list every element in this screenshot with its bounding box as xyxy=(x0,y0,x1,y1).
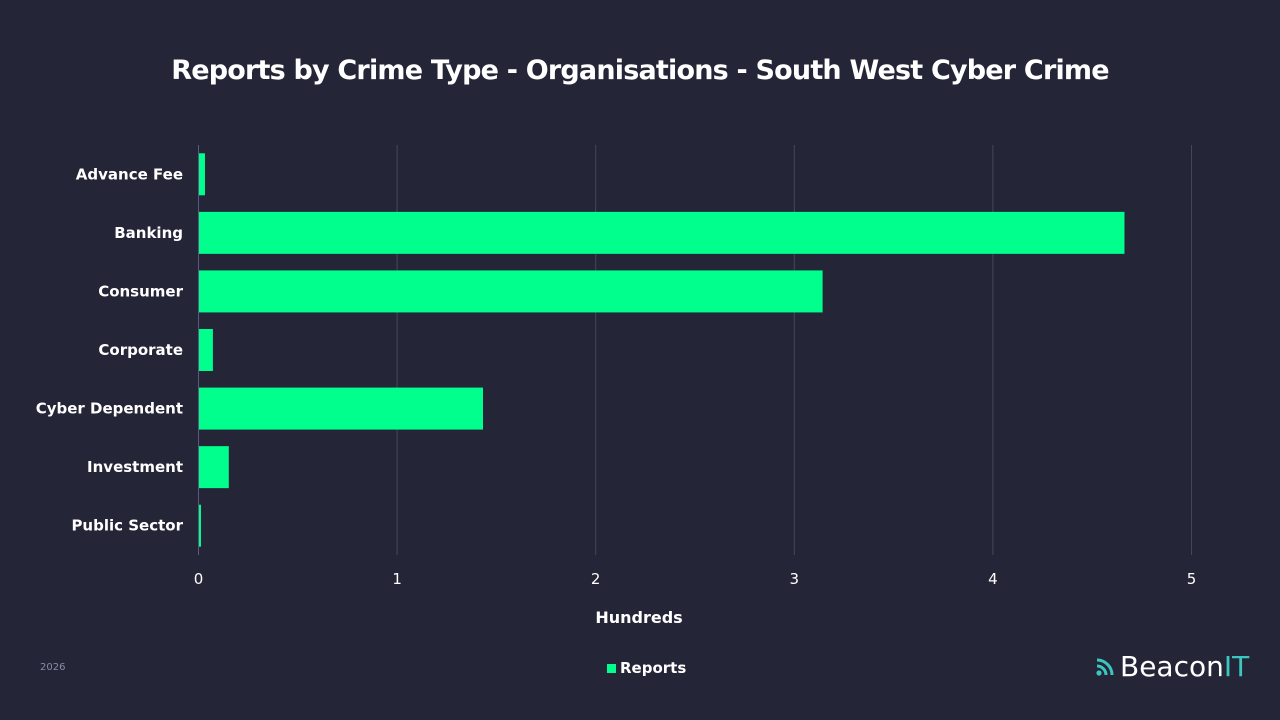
legend-swatch-reports xyxy=(607,663,616,673)
y-category-label: Investment xyxy=(87,458,183,476)
x-tick-label: 2 xyxy=(591,570,601,588)
bar-investment xyxy=(199,446,229,489)
logo-text: Beacon xyxy=(1120,650,1224,683)
bar-public-sector xyxy=(199,504,201,547)
x-tick-label: 5 xyxy=(1187,570,1197,588)
bar-corporate xyxy=(199,329,213,371)
logo-accent-text: IT xyxy=(1223,650,1250,683)
chart-title: Reports by Crime Type - Organisations - … xyxy=(171,55,1109,86)
bar-cyber-dependent xyxy=(199,387,483,430)
signal-icon xyxy=(1096,658,1114,676)
y-category-label: Advance Fee xyxy=(76,165,183,183)
y-category-label: Consumer xyxy=(98,282,183,300)
x-tick-label: 0 xyxy=(194,570,204,588)
bar-advance-fee xyxy=(199,153,205,196)
y-category-label: Cyber Dependent xyxy=(36,400,183,418)
bar-banking xyxy=(199,211,1125,254)
x-tick-label: 4 xyxy=(988,570,998,588)
y-category-label: Banking xyxy=(114,224,183,242)
legend-label-reports: Reports xyxy=(620,659,687,677)
legend: Reports xyxy=(607,659,686,677)
x-tick-label: 1 xyxy=(392,570,402,588)
y-category-label: Corporate xyxy=(98,341,183,359)
beaconit-logo: Beacon IT xyxy=(1094,650,1249,683)
x-axis-label: Hundreds xyxy=(595,608,683,627)
footer-year: 2026 xyxy=(40,662,66,673)
x-tick-label: 3 xyxy=(790,570,800,588)
y-category-label: Public Sector xyxy=(71,517,183,535)
bar-consumer xyxy=(199,270,823,313)
